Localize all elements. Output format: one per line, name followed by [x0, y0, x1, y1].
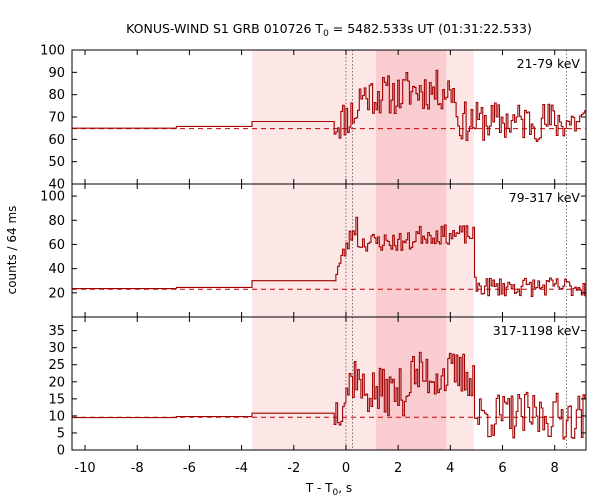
y-tick-label: 80 — [48, 88, 65, 103]
y-tick-label: 100 — [40, 190, 65, 205]
panel-2: 20 40 60 80 100 79-317 keV — [40, 183, 587, 318]
panel-energy-label: 79-317 keV — [509, 190, 581, 205]
y-tick-label: 20 — [48, 375, 65, 390]
chart-title: KONUS-WIND S1 GRB 010726 T0 = 5482.533s … — [126, 21, 532, 39]
y-tick-label: 20 — [48, 286, 65, 301]
x-tick-label: -8 — [131, 461, 144, 476]
y-tick-label: 50 — [48, 155, 65, 170]
y-tick-label: 5 — [57, 426, 65, 441]
y-tick-label: 70 — [48, 111, 65, 126]
x-tick-label: -10 — [74, 461, 95, 476]
panel-energy-label: 317-1198 keV — [493, 323, 581, 338]
shaded-interval-2 — [375, 50, 447, 184]
y-tick-label: 35 — [48, 324, 65, 339]
x-tick-label: 4 — [446, 461, 454, 476]
x-tick-label: 0 — [342, 461, 350, 476]
y-tick-label: 100 — [40, 44, 65, 59]
y-tick-label: 90 — [48, 66, 65, 81]
light-curve-series — [72, 69, 586, 143]
y-tick-label: 40 — [48, 262, 65, 277]
y-axis-label: counts / 64 ms — [5, 206, 19, 295]
light-curve-series — [72, 216, 586, 297]
x-tick-label: -6 — [183, 461, 196, 476]
panel-1: 40 50 60 70 80 90 100 21-79 keV — [40, 44, 587, 193]
y-tick-label: 10 — [48, 409, 65, 424]
y-tick-label: 30 — [48, 341, 65, 356]
x-tick-label: 2 — [394, 461, 402, 476]
y-tick-label: 80 — [48, 214, 65, 229]
y-tick-label: 60 — [48, 133, 65, 148]
x-tick-label: -4 — [235, 461, 248, 476]
x-axis-label: T - T0, s — [305, 481, 352, 498]
x-tick-label: 8 — [551, 461, 559, 476]
y-tick-label: 25 — [48, 358, 65, 373]
x-tick-label: -2 — [287, 461, 300, 476]
shaded-interval-2 — [375, 184, 447, 317]
light-curve-series — [72, 351, 586, 440]
panel-energy-label: 21-79 keV — [517, 56, 581, 71]
y-tick-label: 60 — [48, 238, 65, 253]
y-tick-label: 40 — [48, 178, 65, 193]
y-tick-label: 15 — [48, 392, 65, 407]
panel-3: 0 5 10 15 20 25 30 35 317-1198 keV — [48, 316, 587, 459]
panel-frame — [71, 316, 587, 451]
x-tick-label: 6 — [498, 461, 506, 476]
y-tick-label: 0 — [57, 444, 65, 459]
